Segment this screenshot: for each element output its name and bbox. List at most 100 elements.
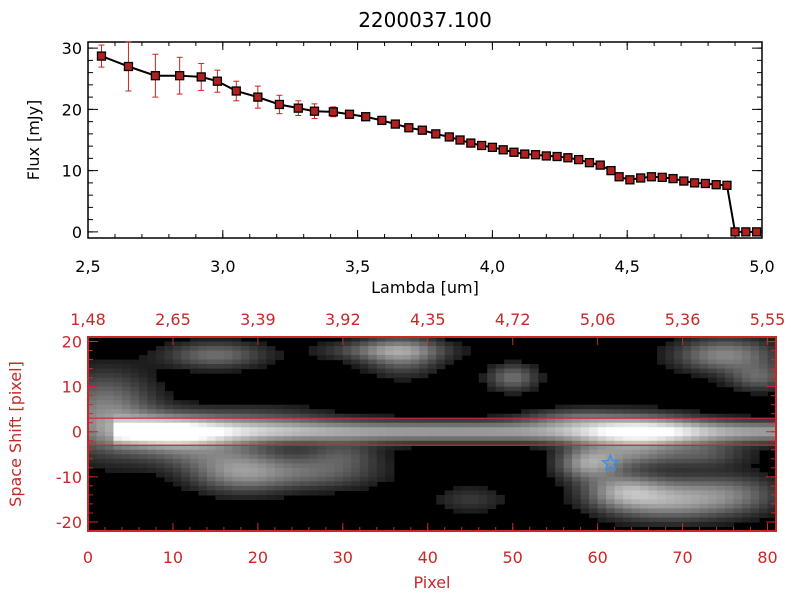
image-pixel: [623, 472, 633, 478]
image-pixel: [198, 364, 208, 370]
image-pixel: [733, 373, 743, 379]
image-pixel: [376, 350, 386, 356]
image-pixel: [189, 427, 200, 433]
image-pixel: [444, 341, 454, 347]
image-pixel: [342, 436, 352, 442]
image-pixel: [308, 440, 318, 446]
image-pixel: [274, 418, 284, 424]
image-pixel: [759, 368, 769, 374]
image-pixel: [733, 503, 743, 510]
image-pixel: [597, 499, 607, 505]
image-pixel: [223, 418, 233, 424]
image-pixel: [529, 440, 539, 446]
image-pixel: [572, 436, 582, 442]
image-top-tick-label: 5,06: [580, 310, 616, 329]
image-pixel: [759, 440, 769, 446]
image-pixel: [563, 404, 573, 410]
image-pixel: [665, 467, 675, 473]
image-pixel: [597, 449, 607, 455]
image-pixel: [495, 377, 505, 383]
image-pixel: [512, 364, 522, 370]
image-pixel: [206, 485, 216, 491]
image-pixel: [606, 458, 616, 464]
image-pixel: [563, 499, 573, 505]
image-x-tick-label: 70: [672, 548, 692, 567]
image-pixel: [155, 458, 166, 464]
image-pixel: [121, 431, 132, 437]
image-pixel: [172, 350, 183, 356]
image-pixel: [96, 449, 106, 455]
image-pixel: [597, 413, 607, 419]
image-pixel: [453, 431, 463, 437]
image-pixel: [206, 413, 216, 419]
image-pixel: [393, 364, 403, 370]
image-pixel: [342, 346, 352, 352]
image-pixel: [657, 427, 667, 433]
image-pixel: [733, 364, 743, 370]
image-pixel: [640, 476, 650, 482]
image-pixel: [716, 355, 726, 361]
image-pixel: [589, 409, 599, 415]
image-pixel: [725, 427, 735, 433]
image-pixel: [759, 494, 769, 501]
image-pixel: [648, 418, 658, 424]
image-pixel: [215, 355, 225, 361]
image-pixel: [648, 422, 658, 428]
image-pixel: [478, 494, 488, 501]
image-pixel: [385, 350, 395, 356]
image-pixel: [257, 454, 267, 460]
image-pixel: [249, 404, 259, 410]
image-pixel: [96, 377, 106, 383]
image-pixel: [453, 418, 463, 424]
image-pixel: [249, 422, 259, 428]
image-pixel: [708, 341, 718, 347]
image-pixel: [368, 368, 378, 374]
image-pixel: [164, 458, 174, 464]
image-pixel: [555, 454, 565, 460]
image-pixel: [249, 440, 259, 446]
image-pixel: [266, 467, 276, 473]
image-pixel: [733, 377, 743, 383]
image-pixel: [640, 521, 650, 528]
image-pixel: [172, 427, 183, 433]
image-pixel: [385, 454, 395, 460]
image-pixel: [300, 467, 310, 473]
image-pixel: [674, 508, 684, 514]
image-pixel: [419, 427, 429, 433]
image-x-tick-label: 20: [248, 548, 268, 567]
image-pixel: [725, 454, 735, 460]
image-pixel: [546, 454, 556, 460]
image-pixel: [266, 359, 276, 365]
image-pixel: [665, 364, 675, 370]
image-pixel: [325, 341, 335, 347]
image-pixel: [470, 503, 480, 510]
image-pixel: [597, 508, 607, 514]
image-pixel: [113, 422, 123, 428]
image-pixel: [580, 508, 590, 514]
image-pixel: [376, 373, 386, 379]
image-pixel: [682, 431, 692, 437]
image-pixel: [640, 413, 650, 419]
image-pixel: [164, 431, 174, 437]
image-pixel: [138, 373, 149, 379]
image-pixel: [317, 476, 327, 482]
image-pixel: [206, 364, 216, 370]
image-pixel: [699, 373, 709, 379]
image-pixel: [436, 436, 446, 442]
image-pixel: [359, 449, 369, 455]
image-pixel: [674, 463, 684, 469]
image-pixel: [444, 440, 454, 446]
image-pixel: [631, 445, 641, 451]
image-pixel: [742, 508, 752, 514]
spectrum-2d-image: 0 10 20 30 40 50 60 70 801,48 2,65 3,39 3,92 4,35 4,7…: [6, 310, 785, 592]
image-pixel: [444, 355, 454, 361]
image-pixel: [155, 359, 166, 365]
image-pixel: [88, 400, 98, 406]
image-pixel: [495, 440, 505, 446]
image-pixel: [291, 458, 301, 464]
image-pixel: [682, 445, 692, 451]
image-pixel: [308, 445, 318, 451]
image-pixel: [104, 418, 115, 424]
image-pixel: [657, 409, 667, 415]
image-pixel: [572, 485, 582, 491]
